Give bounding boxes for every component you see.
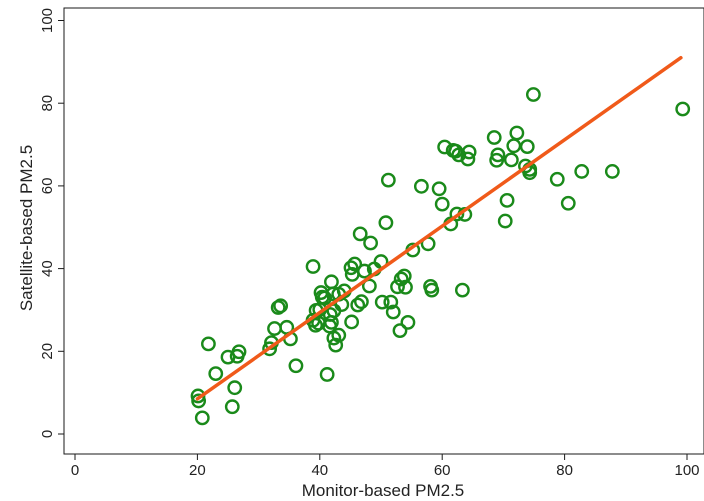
data-point bbox=[461, 144, 477, 160]
data-point bbox=[497, 213, 513, 229]
data-point bbox=[400, 314, 416, 330]
fit-line-group bbox=[195, 55, 683, 401]
x-tick-label: 0 bbox=[71, 462, 79, 479]
data-point bbox=[549, 171, 565, 187]
data-point bbox=[604, 164, 620, 179]
y-tick-label: 60 bbox=[39, 178, 56, 195]
data-point bbox=[509, 125, 525, 141]
data-point bbox=[449, 206, 465, 222]
data-point bbox=[413, 178, 429, 194]
y-axis-title: Satellite-based PM2.5 bbox=[17, 145, 36, 311]
data-point bbox=[357, 263, 372, 279]
data-point bbox=[454, 282, 470, 298]
data-point bbox=[328, 337, 344, 353]
data-point bbox=[490, 147, 506, 163]
y-tick-label: 0 bbox=[39, 430, 56, 438]
data-point bbox=[344, 314, 360, 330]
data-point bbox=[322, 307, 338, 322]
data-point bbox=[267, 321, 282, 336]
data-point bbox=[347, 256, 363, 272]
plot-frame bbox=[63, 7, 704, 455]
data-point bbox=[392, 323, 408, 339]
data-point bbox=[363, 235, 378, 251]
data-point bbox=[288, 358, 304, 374]
data-point bbox=[361, 278, 377, 294]
data-points bbox=[190, 87, 691, 426]
data-point bbox=[194, 410, 210, 426]
x-tick-label: 80 bbox=[556, 462, 573, 479]
y-tick-label: 100 bbox=[39, 8, 56, 33]
data-point bbox=[519, 139, 535, 155]
x-tick-label: 20 bbox=[189, 462, 206, 479]
x-tick-label: 100 bbox=[674, 462, 699, 479]
data-point bbox=[431, 181, 447, 197]
data-point bbox=[350, 297, 366, 313]
x-tick-label: 40 bbox=[311, 462, 328, 479]
data-point bbox=[191, 393, 207, 409]
data-point bbox=[393, 271, 409, 287]
data-point bbox=[374, 294, 390, 310]
data-point bbox=[503, 152, 519, 168]
data-point bbox=[434, 196, 450, 212]
data-point bbox=[201, 336, 216, 352]
data-point bbox=[499, 192, 515, 208]
fit-line bbox=[195, 55, 683, 401]
data-point bbox=[227, 380, 243, 396]
data-point bbox=[343, 260, 359, 276]
data-point bbox=[319, 367, 335, 382]
y-tick-label: 40 bbox=[39, 260, 56, 277]
data-point bbox=[398, 279, 413, 295]
data-point bbox=[378, 215, 394, 231]
data-point bbox=[324, 274, 339, 290]
data-point bbox=[506, 138, 522, 154]
data-point bbox=[317, 290, 333, 306]
x-tick-label: 60 bbox=[434, 462, 451, 479]
data-point bbox=[486, 130, 502, 145]
data-point bbox=[331, 327, 347, 343]
data-point bbox=[208, 366, 224, 382]
y-tick-label: 20 bbox=[39, 343, 56, 360]
data-point bbox=[224, 399, 240, 415]
data-point bbox=[262, 341, 278, 357]
data-point bbox=[273, 298, 289, 314]
data-point bbox=[352, 226, 368, 242]
data-point bbox=[560, 195, 576, 211]
data-point bbox=[460, 151, 476, 167]
data-point bbox=[385, 304, 401, 320]
data-point bbox=[380, 172, 396, 188]
data-point bbox=[390, 279, 405, 295]
data-point bbox=[525, 87, 541, 102]
data-point bbox=[574, 164, 590, 179]
y-tick-label: 80 bbox=[39, 95, 56, 112]
data-point bbox=[305, 259, 321, 274]
data-point bbox=[231, 344, 247, 360]
data-point bbox=[675, 101, 691, 117]
x-axis: 0 20 40 60 80 100 bbox=[71, 454, 700, 479]
data-point bbox=[383, 294, 399, 310]
data-point bbox=[354, 294, 369, 310]
x-axis-title: Monitor-based PM2.5 bbox=[302, 481, 465, 500]
y-axis: 0 20 40 60 80 100 bbox=[39, 8, 64, 438]
data-point bbox=[424, 282, 440, 298]
